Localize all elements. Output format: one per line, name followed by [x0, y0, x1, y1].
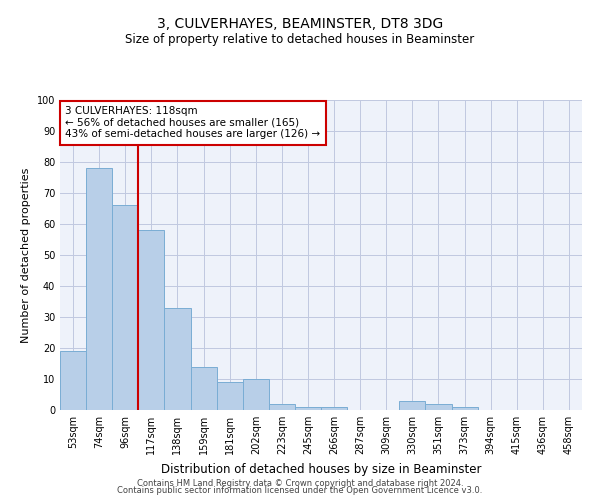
Bar [269, 404, 295, 410]
Bar [321, 407, 347, 410]
Bar [217, 382, 243, 410]
Bar [164, 308, 191, 410]
Text: 3, CULVERHAYES, BEAMINSTER, DT8 3DG: 3, CULVERHAYES, BEAMINSTER, DT8 3DG [157, 18, 443, 32]
Bar [242, 379, 269, 410]
X-axis label: Distribution of detached houses by size in Beaminster: Distribution of detached houses by size … [161, 462, 481, 475]
Bar [295, 407, 321, 410]
Text: Contains HM Land Registry data © Crown copyright and database right 2024.: Contains HM Land Registry data © Crown c… [137, 478, 463, 488]
Bar [86, 168, 112, 410]
Bar [452, 407, 478, 410]
Bar [191, 366, 217, 410]
Text: Size of property relative to detached houses in Beaminster: Size of property relative to detached ho… [125, 32, 475, 46]
Bar [60, 351, 86, 410]
Bar [425, 404, 452, 410]
Y-axis label: Number of detached properties: Number of detached properties [21, 168, 31, 342]
Text: Contains public sector information licensed under the Open Government Licence v3: Contains public sector information licen… [118, 486, 482, 495]
Bar [400, 400, 425, 410]
Bar [112, 206, 139, 410]
Bar [139, 230, 164, 410]
Text: 3 CULVERHAYES: 118sqm
← 56% of detached houses are smaller (165)
43% of semi-det: 3 CULVERHAYES: 118sqm ← 56% of detached … [65, 106, 320, 140]
